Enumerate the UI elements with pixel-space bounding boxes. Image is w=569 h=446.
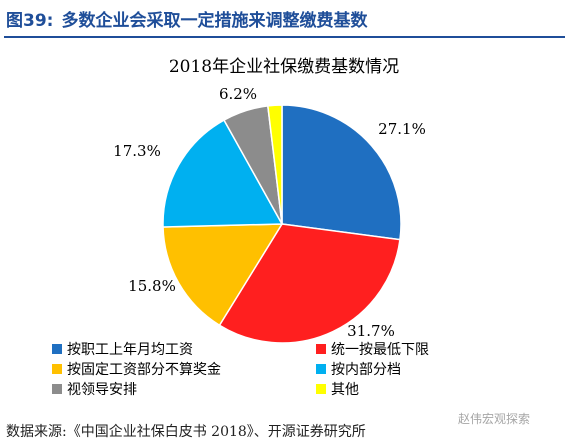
legend-item: 按固定工资部分不算奖金 xyxy=(52,361,221,378)
pie-chart: 2018年企业社保缴费基数情况 27.1% 31.7% 15.8% 17.3% 6.2%… xyxy=(52,57,429,398)
slice-data-label: 31.7% xyxy=(347,322,395,340)
title-divider xyxy=(4,36,565,38)
legend-item: 按内部分档 xyxy=(316,362,401,378)
watermark: 赵伟宏观探索 xyxy=(458,412,531,426)
source-note: 数据来源:《中国企业社保白皮书 2018》、开源证券研究所 xyxy=(6,424,366,440)
legend-item: 其他 xyxy=(316,382,359,398)
legend-item: 视领导安排 xyxy=(52,382,137,398)
figure-title: 图39: 多数企业会采取一定措施来调整缴费基数 xyxy=(6,6,367,31)
pie-slice xyxy=(218,223,401,344)
legend-label: 按固定工资部分不算奖金 xyxy=(67,361,221,378)
pie-data-labels: 27.1% 31.7% 15.8% 17.3% 6.2% xyxy=(113,85,426,340)
figure-header: 图39: 多数企业会采取一定措施来调整缴费基数 xyxy=(0,0,569,38)
chart-title: 2018年企业社保缴费基数情况 xyxy=(169,57,399,77)
legend-swatch xyxy=(52,384,62,394)
legend-label: 按内部分档 xyxy=(331,362,401,378)
pie-slice xyxy=(281,104,402,241)
slice-data-label: 15.8% xyxy=(128,277,176,295)
pie-slice xyxy=(162,223,284,327)
pie-slice xyxy=(266,104,283,225)
figure-label: 图39: xyxy=(6,11,54,31)
legend-swatch xyxy=(316,384,326,394)
figure-title-text: 多数企业会采取一定措施来调整缴费基数 xyxy=(61,11,368,31)
legend-label: 按职工上年月均工资 xyxy=(67,342,193,358)
legend-swatch xyxy=(316,364,326,374)
legend-label: 视领导安排 xyxy=(67,382,137,398)
legend-item: 统一按最低下限 xyxy=(316,342,429,358)
pie-slices xyxy=(162,104,402,344)
legend-item: 按职工上年月均工资 xyxy=(52,342,193,358)
legend-swatch xyxy=(52,344,62,354)
pie-slice xyxy=(162,119,284,228)
legend-swatch xyxy=(316,344,326,354)
legend-swatch xyxy=(52,364,62,374)
slice-data-label: 6.2% xyxy=(219,85,257,103)
slice-data-label: 17.3% xyxy=(113,142,161,160)
legend-label: 统一按最低下限 xyxy=(331,342,429,358)
slice-data-label: 27.1% xyxy=(378,120,426,138)
legend-label: 其他 xyxy=(331,382,359,398)
